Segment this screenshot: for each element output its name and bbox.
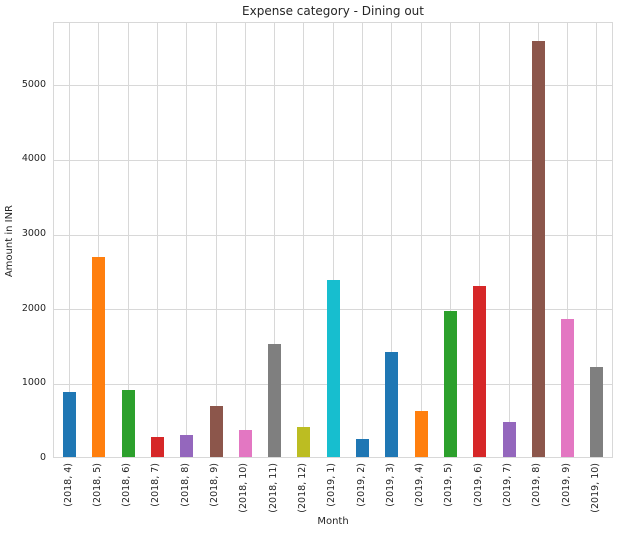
bar-2019-3 [385,352,399,457]
x-tick-label: (2019, 7) [502,463,513,507]
x-tick-label: (2018, 11) [267,463,279,513]
y-tick-label: 5000 [21,78,46,90]
bar-2018-6 [121,389,135,457]
y-tick-label: 1000 [21,377,46,389]
bar-2019-6 [473,286,487,457]
x-tick-label: (2018, 6) [121,463,133,507]
bar-2019-8 [531,41,545,457]
x-gridline [274,23,276,457]
bar-2018-7 [150,436,164,457]
x-gridline [391,23,393,457]
chart-title: Expense category - Dining out [242,4,424,18]
x-tick-label: (2019, 1) [326,463,338,507]
bar-2018-5 [92,256,106,457]
bar-2019-4 [414,411,428,457]
bar-2019-7 [502,422,516,457]
bar-2019-9 [561,318,575,457]
x-gridline [508,23,510,457]
bar-2018-4 [63,391,76,457]
x-gridline [596,23,598,457]
x-tick-label: (2018, 7) [150,463,162,507]
x-tick-label: (2018, 4) [62,463,74,507]
y-tick-label: 3000 [21,228,46,240]
x-axis-label: Month [317,516,349,527]
x-tick-label: (2018, 8) [179,463,191,507]
x-tick-label: (2018, 5) [91,463,103,507]
x-tick-label: (2018, 12) [296,463,308,513]
x-tick-label: (2018, 9) [209,463,220,507]
x-tick-label: (2018, 10) [238,463,250,513]
x-tick-label: (2019, 2) [355,463,367,507]
bar-2019-5 [443,311,457,457]
x-gridline [98,23,100,457]
x-tick-label: (2019, 5) [443,463,455,507]
x-tick-label: (2019, 6) [472,463,484,507]
bar-2018-8 [180,435,194,457]
x-tick-label: (2019, 4) [414,463,426,507]
x-tick-label: (2019, 9) [560,463,572,507]
x-gridline [186,23,188,457]
x-gridline [303,23,305,457]
x-gridline [362,23,363,457]
bar-2018-11 [268,343,282,457]
y-tick-label: 0 [39,452,46,463]
y-tick-label: 2000 [21,302,46,314]
x-gridline [127,23,129,457]
x-gridline [332,23,334,457]
x-gridline [479,23,481,457]
x-tick-label: (2019, 8) [531,463,543,507]
x-tick-label: (2019, 10) [589,463,601,513]
y-axis-label: Amount in INR [4,205,15,278]
x-gridline [156,23,158,457]
bar-2019-1 [326,280,340,457]
x-gridline [215,23,217,457]
bar-2019-2 [356,439,369,457]
x-gridline [449,23,451,457]
bar-2018-12 [297,427,311,457]
bar-2019-10 [590,367,604,457]
x-gridline [244,23,246,457]
x-tick-label: (2019, 3) [384,463,396,507]
x-gridline [69,23,70,457]
x-gridline [420,23,422,457]
bar-2018-10 [238,430,252,457]
bar-2018-9 [209,406,223,457]
y-tick-label: 4000 [21,153,46,165]
plot-area [53,22,613,458]
x-gridline [567,23,569,457]
